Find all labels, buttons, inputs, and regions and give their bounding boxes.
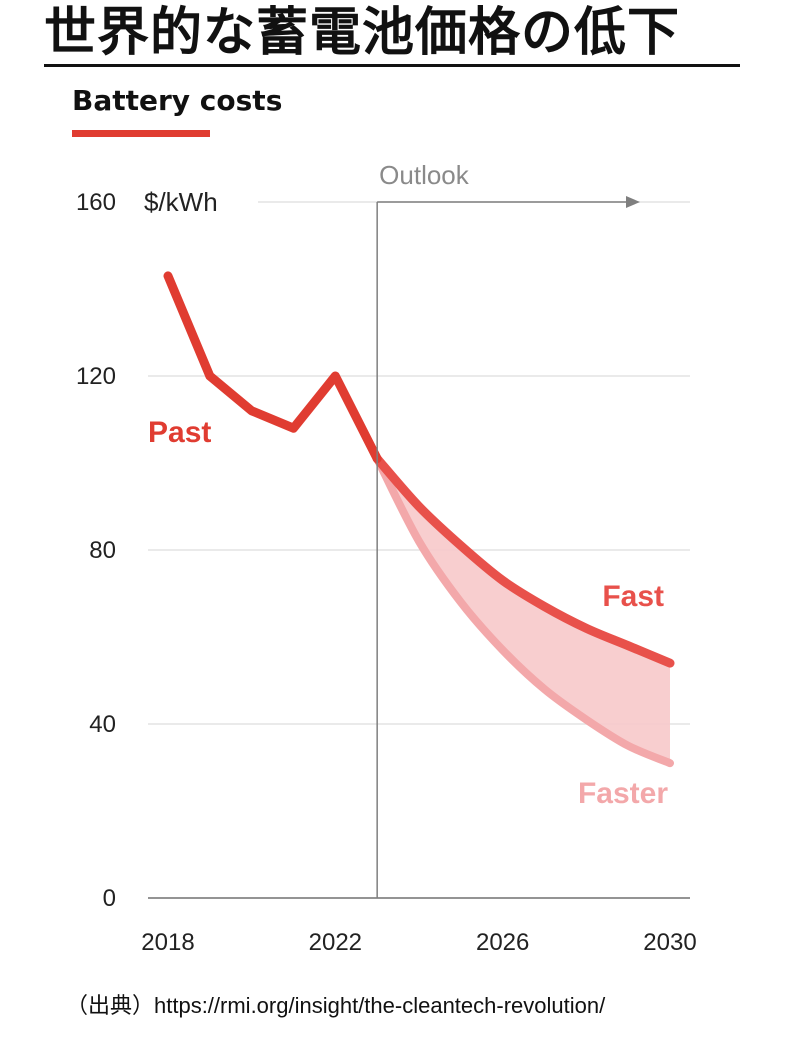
y-tick-label: 0 bbox=[103, 885, 116, 912]
y-tick-label: 40 bbox=[89, 711, 116, 738]
chart-title-accent-bar bbox=[72, 130, 210, 137]
title-underline bbox=[44, 64, 740, 67]
y-axis-unit-label: $/kWh bbox=[144, 187, 218, 217]
source-citation: （出典）https://rmi.org/insight/the-cleantec… bbox=[66, 993, 606, 1018]
series-label-faster: Faster bbox=[578, 777, 668, 810]
y-tick-label: 80 bbox=[89, 537, 116, 564]
series-label-fast: Fast bbox=[602, 580, 664, 613]
page-title: 世界的な蓄電池価格の低下 bbox=[44, 3, 681, 63]
series-line-faster bbox=[373, 454, 674, 768]
outlook-label: Outlook bbox=[379, 160, 470, 190]
series-line-past bbox=[163, 271, 382, 464]
outlook-arrowhead bbox=[626, 196, 640, 208]
series-label-past: Past bbox=[148, 416, 211, 449]
series-labels: Past Fast Faster bbox=[148, 416, 668, 810]
x-tick-label: 2030 bbox=[643, 929, 696, 956]
series-line-fast bbox=[372, 454, 675, 668]
battery-cost-chart: Outlook 0 40 80 120 160 $/kWh 2018 2022 2026 2030… bbox=[76, 160, 697, 956]
chart-title: Battery costs bbox=[72, 84, 283, 117]
x-tick-label: 2022 bbox=[309, 929, 362, 956]
outlook-range-band bbox=[377, 458, 670, 764]
series-lines bbox=[163, 271, 675, 768]
x-tick-label: 2026 bbox=[476, 929, 529, 956]
outlook-marker: Outlook bbox=[376, 160, 640, 898]
axis-labels: 0 40 80 120 160 $/kWh 2018 2022 2026 2030 bbox=[76, 187, 697, 956]
outlook-band bbox=[377, 458, 670, 764]
y-tick-label: 160 bbox=[76, 189, 116, 216]
x-tick-label: 2018 bbox=[141, 929, 194, 956]
y-tick-label: 120 bbox=[76, 363, 116, 390]
